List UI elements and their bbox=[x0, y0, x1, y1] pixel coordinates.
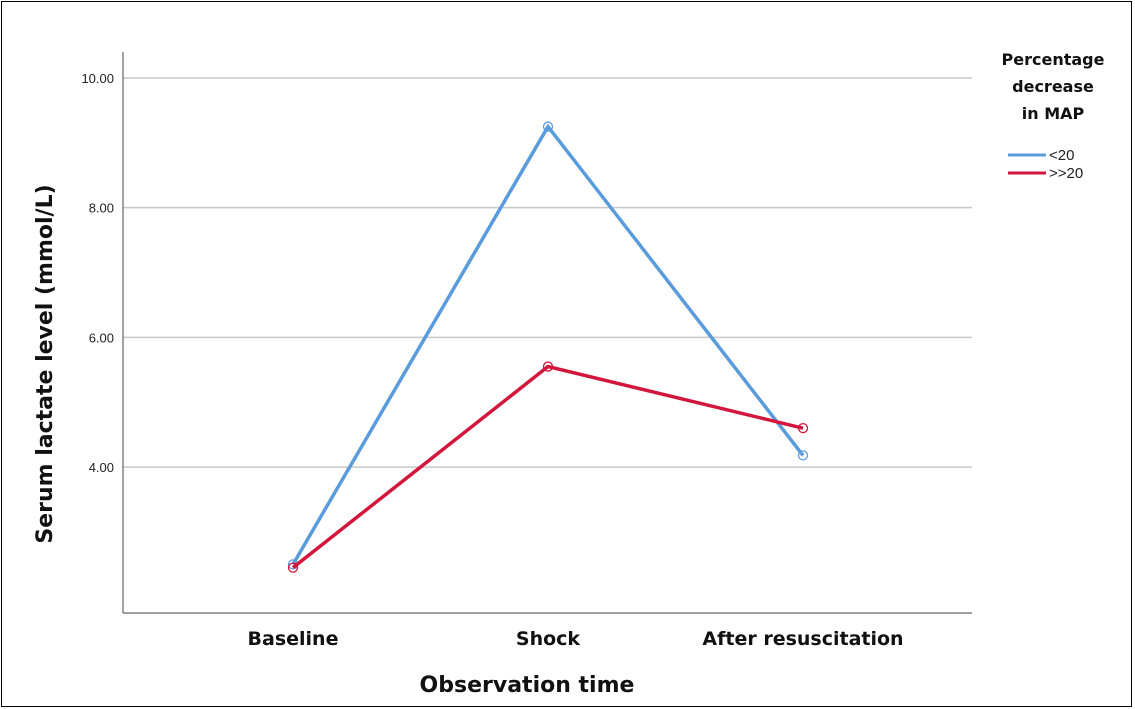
legend-items: <20>>20 bbox=[1008, 147, 1083, 182]
legend-title-line-3: in MAP bbox=[1022, 104, 1085, 123]
data-point-marker bbox=[542, 361, 554, 372]
data-point-marker bbox=[287, 562, 299, 573]
legend-label: >>20 bbox=[1049, 165, 1083, 182]
series-line-2 bbox=[291, 364, 804, 569]
y-tick-label: 10.00 bbox=[81, 71, 114, 86]
data-point-marker bbox=[797, 450, 809, 461]
x-category-label: Baseline bbox=[248, 628, 339, 650]
y-tick-label: 6.00 bbox=[89, 330, 114, 345]
y-tick-label: 4.00 bbox=[89, 460, 114, 475]
series-lines bbox=[287, 121, 809, 573]
data-point-marker bbox=[542, 121, 554, 132]
y-tick-label: 8.00 bbox=[89, 201, 114, 216]
series-line-1 bbox=[291, 123, 805, 566]
y-axis-title: Serum lactate level (mmol/L) bbox=[33, 184, 58, 543]
data-point-marker bbox=[797, 423, 809, 434]
y-tick-labels: 4.00 6.00 8.00 10.00 bbox=[81, 71, 114, 475]
legend-title-line-2: decrease bbox=[1012, 77, 1094, 96]
x-category-label: Shock bbox=[516, 628, 581, 650]
x-category-label: After resuscitation bbox=[702, 628, 903, 650]
legend-label: <20 bbox=[1049, 147, 1074, 164]
x-axis-title: Observation time bbox=[420, 673, 635, 698]
axes bbox=[122, 52, 972, 614]
gridlines bbox=[123, 77, 972, 468]
x-category-labels: Baseline Shock After resuscitation bbox=[248, 628, 904, 650]
legend-title-line-1: Percentage bbox=[1002, 50, 1105, 69]
legend: Percentage decrease in MAP <20>>20 bbox=[1002, 50, 1105, 182]
